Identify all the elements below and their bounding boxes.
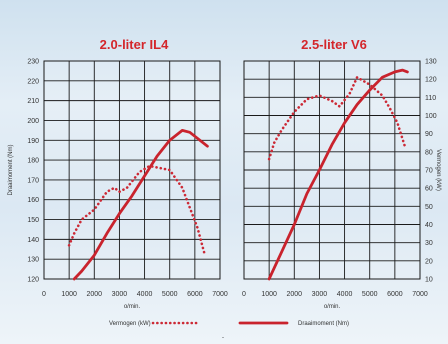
x-tick-label: 0 [42, 291, 46, 298]
plot-area-il4 [43, 60, 221, 280]
chart-il4: 0 1000 2000 3000 4000 5000 6000 7000 120 130 140 15… [8, 37, 228, 310]
y-tick-label: 160 [27, 197, 39, 204]
y-tick-label: 170 [27, 177, 39, 184]
y-tick-label: 80 [425, 149, 433, 156]
y-tick-label: 70 [425, 168, 433, 175]
chart-title: 2.0-liter IL4 [100, 37, 169, 52]
y-tick-label: 190 [27, 138, 39, 145]
y-tick-label: 90 [425, 131, 433, 138]
x-tick-label: 7000 [412, 291, 428, 298]
y-tick-label: 40 [425, 222, 433, 229]
y-tick-label: 180 [27, 158, 39, 165]
y-tick-label: 130 [27, 257, 39, 264]
y-tick-label: 230 [27, 59, 39, 66]
y-tick-label: 210 [27, 98, 39, 105]
legend: Vermogen (kW) Draaimoment (Nm) [109, 321, 349, 327]
y-tick-label: 130 [425, 59, 437, 66]
y-tick-label: 110 [425, 95, 436, 102]
y-tick-label: 200 [27, 118, 39, 125]
y-tick-label: 220 [27, 78, 39, 85]
y-tick-label: 60 [425, 186, 433, 193]
y-tick-label: 140 [27, 237, 39, 244]
y-tick-label: 150 [27, 217, 39, 224]
x-tick-label: 4000 [137, 291, 153, 298]
power-series-il4 [67, 164, 207, 257]
power-series-v6 [267, 75, 407, 161]
y-tick-label: 100 [425, 113, 437, 120]
y-axis-label: Vermogen (kW) [435, 149, 441, 191]
footer-mark: - [222, 335, 224, 341]
y-tick-label: 20 [425, 258, 433, 265]
y-axis-label: Draaimoment (Nm) [8, 144, 14, 195]
y-tick-label: 50 [425, 204, 433, 211]
x-axis-label: o/min. [324, 304, 341, 310]
x-tick-label: 2000 [86, 291, 102, 298]
x-tick-label: 3000 [112, 291, 128, 298]
x-tick-label: 1000 [261, 291, 277, 298]
x-tick-label: 5000 [362, 291, 378, 298]
x-tick-label: 6000 [387, 291, 403, 298]
x-axis-label: o/min. [124, 304, 141, 310]
x-tick-label: 1000 [61, 291, 77, 298]
chart-v6: 0 1000 2000 3000 4000 5000 6000 7000 10 20 30 40 50 6… [242, 37, 441, 310]
x-tick-label: 2000 [286, 291, 302, 298]
x-tick-label: 3000 [312, 291, 328, 298]
x-tick-label: 0 [242, 291, 246, 298]
chart-title: 2.5-liter V6 [301, 37, 367, 52]
torque-series-v6 [267, 68, 409, 281]
y-tick-label: 10 [425, 277, 433, 284]
y-tick-label: 30 [425, 240, 433, 247]
y-tick-label: 120 [27, 277, 39, 284]
x-tick-label: 5000 [162, 291, 178, 298]
x-tick-label: 4000 [337, 291, 353, 298]
torque-series-il4 [72, 128, 209, 281]
legend-power-label: Vermogen (kW) [109, 321, 151, 327]
legend-torque-label: Draaimoment (Nm) [298, 321, 349, 327]
y-tick-label: 120 [425, 77, 437, 84]
x-tick-label: 6000 [187, 291, 203, 298]
x-tick-label: 7000 [212, 291, 228, 298]
